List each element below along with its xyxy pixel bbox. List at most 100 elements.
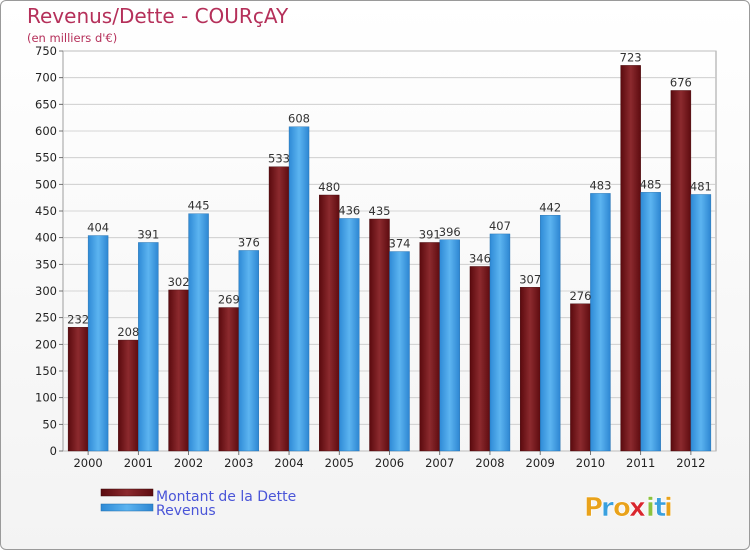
data-label-revenus: 404: [87, 221, 109, 235]
y-tick-label: 750: [35, 44, 57, 58]
x-tick-label: 2010: [576, 456, 605, 470]
data-label-dette: 676: [670, 75, 692, 89]
bar-revenus: [87, 235, 109, 452]
data-label-dette: 276: [569, 289, 591, 303]
y-tick-label: 50: [42, 417, 57, 431]
legend-label-debt: Montant de la Dette: [156, 489, 296, 505]
x-tick-label: 2009: [526, 456, 555, 470]
bar-revenus: [339, 218, 360, 452]
data-label-revenus: 485: [640, 177, 662, 191]
x-tick-label: 2005: [325, 456, 354, 470]
bar-dette: [319, 194, 340, 452]
bar-revenus: [590, 193, 611, 452]
y-tick-label: 0: [50, 444, 57, 458]
legend-swatch-revenus: [100, 503, 154, 512]
bar-dette: [670, 90, 692, 452]
data-label-dette: 480: [318, 180, 340, 194]
x-tick-label: 2012: [676, 456, 705, 470]
y-axis: 0 50 100 150 200 250 300 350 400 450 500 550 600 650 7…: [35, 44, 63, 458]
logo-letter: x: [629, 493, 646, 523]
bar-dette: [218, 307, 240, 452]
data-label-revenus: 481: [690, 179, 712, 193]
bar-dette: [268, 166, 290, 452]
y-tick-label: 400: [35, 231, 57, 245]
data-label-revenus: 396: [439, 225, 461, 239]
data-label-dette: 208: [117, 325, 139, 339]
data-labels: 232 404 208 391 302 445 269 376 533 608 480 436 435 3…: [67, 50, 712, 339]
bar-dette: [519, 287, 541, 452]
data-label-revenus: 374: [389, 237, 411, 251]
legend-swatch-debt: [100, 488, 154, 497]
x-tick-label: 2007: [425, 456, 454, 470]
x-tick-label: 2006: [375, 456, 404, 470]
y-tick-label: 500: [35, 177, 57, 191]
y-tick-label: 200: [35, 337, 57, 351]
data-label-dette: 302: [168, 275, 190, 289]
bar-revenus: [690, 194, 712, 452]
x-tick-label: 2008: [475, 456, 504, 470]
data-label-revenus: 442: [539, 200, 561, 214]
proxiti-logo: Pr ox i ti: [584, 493, 674, 524]
bar-revenus: [188, 213, 209, 452]
bars: [67, 65, 712, 452]
bar-dette: [118, 339, 139, 452]
data-label-revenus: 407: [489, 219, 511, 233]
bar-dette: [168, 289, 189, 452]
x-tick-label: 2004: [274, 456, 303, 470]
data-label-revenus: 483: [589, 178, 611, 192]
y-tick-label: 350: [35, 257, 57, 271]
logo-letter: i: [664, 493, 673, 523]
y-tick-label: 650: [35, 97, 57, 111]
data-label-dette: 269: [218, 293, 240, 307]
data-label-revenus: 445: [188, 199, 210, 213]
chart-subtitle: (en milliers d'€): [27, 31, 117, 45]
bar-revenus: [238, 250, 260, 452]
logo-letter: o: [613, 493, 631, 523]
bar-dette: [620, 65, 641, 452]
y-tick-label: 600: [35, 124, 57, 138]
y-tick-label: 250: [35, 311, 57, 325]
x-tick-label: 2001: [124, 456, 153, 470]
logo-letter: r: [601, 493, 614, 523]
x-tick-label: 2000: [73, 456, 102, 470]
legend: Montant de la Dette Revenus: [100, 488, 296, 519]
legend-label-revenus: Revenus: [156, 503, 216, 519]
y-tick-label: 700: [35, 71, 57, 85]
y-tick-label: 550: [35, 151, 57, 165]
bar-dette: [419, 242, 440, 452]
logo-letter: P: [584, 493, 603, 523]
bar-revenus: [640, 192, 661, 452]
logo-letter: i: [646, 493, 655, 523]
y-tick-label: 100: [35, 391, 57, 405]
chart-title: Revenus/Dette - COURçAY: [27, 4, 289, 28]
data-label-revenus: 436: [338, 203, 360, 217]
logo-letter: t: [654, 493, 666, 523]
bar-dette: [469, 266, 491, 452]
data-label-revenus: 391: [137, 227, 159, 241]
x-tick-label: 2003: [224, 456, 253, 470]
data-label-dette: 307: [519, 272, 541, 286]
data-label-dette: 391: [419, 227, 441, 241]
x-axis: 2000 2001 2002 2003 2004 2005 2006 2007 2008 2009…: [73, 451, 706, 470]
y-tick-label: 300: [35, 284, 57, 298]
x-tick-label: 2011: [626, 456, 655, 470]
bar-revenus: [439, 239, 460, 452]
data-label-revenus: 376: [238, 235, 260, 249]
y-tick-label: 450: [35, 204, 57, 218]
data-label-dette: 232: [67, 312, 89, 326]
data-label-dette: 346: [469, 251, 491, 265]
bar-revenus: [138, 242, 159, 452]
bar-revenus: [539, 215, 561, 452]
data-label-dette: 533: [268, 152, 290, 166]
bar-dette: [369, 218, 390, 452]
bar-revenus: [489, 233, 511, 452]
y-tick-label: 150: [35, 364, 57, 378]
data-label-dette: 435: [369, 204, 391, 218]
data-label-dette: 723: [620, 50, 642, 64]
bar-dette: [570, 303, 591, 452]
bar-revenus: [389, 251, 410, 452]
data-label-revenus: 608: [288, 112, 310, 126]
bar-revenus: [288, 126, 310, 452]
